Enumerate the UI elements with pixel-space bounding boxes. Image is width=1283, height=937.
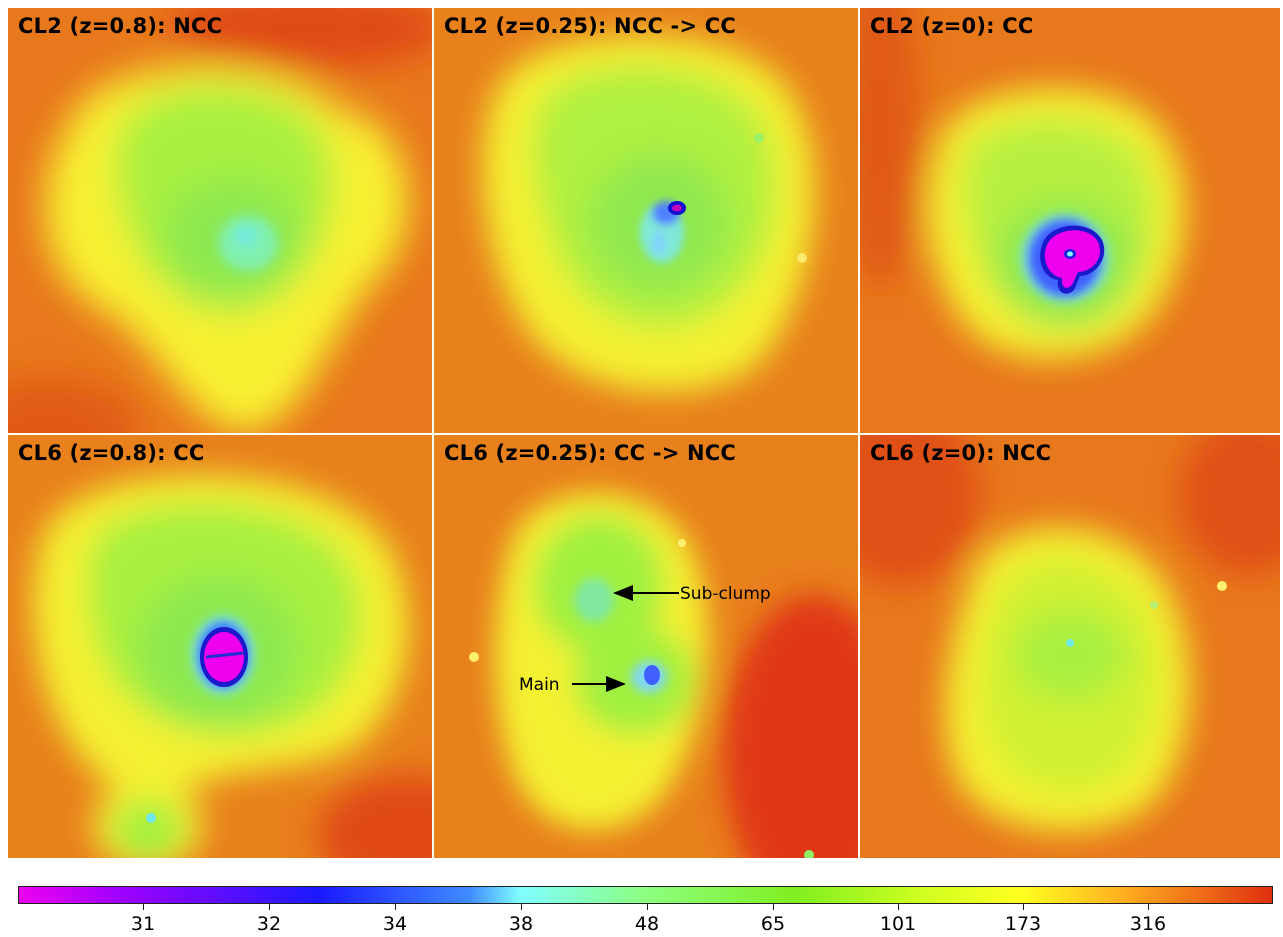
tick-label: 48 (634, 913, 660, 935)
panel-cl6-z08: CL6 (z=0.8): CC (8, 435, 432, 858)
panel-cl2-z0: CL2 (z=0): CC (860, 8, 1280, 433)
tick-label: 38 (508, 913, 534, 935)
panel-title: CL2 (z=0): CC (870, 14, 1034, 38)
divider-horizontal (8, 433, 1280, 435)
tick-label: 34 (382, 913, 408, 935)
main-label: Main (519, 675, 560, 695)
panel-title: CL2 (z=0.8): NCC (18, 14, 223, 38)
tick-label: 101 (879, 913, 917, 935)
cl6-z025-map (434, 435, 858, 858)
cl6-z08-map (8, 435, 432, 858)
panel-title: CL6 (z=0.8): CC (18, 441, 205, 465)
panel-cl6-z0: CL6 (z=0): NCC (860, 435, 1280, 858)
subclump-label: Sub-clump (680, 584, 771, 604)
panel-cl2-z025: CL2 (z=0.25): NCC -> CC (434, 8, 858, 433)
panel-grid: CL2 (z=0.8): NCC CL2 (z=0.2 (8, 8, 1280, 858)
tick-label: 316 (1129, 913, 1167, 935)
colorbar (18, 886, 1273, 904)
tick-label: 65 (760, 913, 786, 935)
panel-title: CL6 (z=0.25): CC -> NCC (444, 441, 737, 465)
panel-title: CL2 (z=0.25): NCC -> CC (444, 14, 737, 38)
panel-cl6-z025: CL6 (z=0.25): CC -> NCC Sub-clump Main (434, 435, 858, 858)
cl2-z0-map (860, 8, 1280, 433)
colorbar-ticks: 31 32 34 38 48 65 101 173 316 (18, 904, 1273, 937)
tick-label: 31 (130, 913, 156, 935)
cl2-z025-map (434, 8, 858, 433)
tick-label: 173 (1004, 913, 1042, 935)
panel-cl2-z08: CL2 (z=0.8): NCC (8, 8, 432, 433)
cl2-z08-map (8, 8, 432, 433)
cl6-z0-map (860, 435, 1280, 858)
panel-title: CL6 (z=0): NCC (870, 441, 1052, 465)
tick-label: 32 (256, 913, 282, 935)
